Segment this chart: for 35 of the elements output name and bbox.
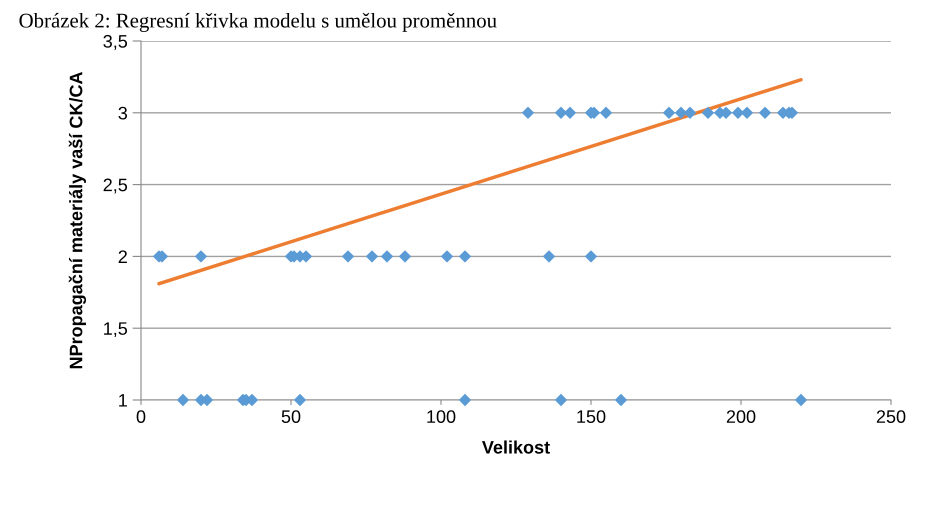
point — [584, 250, 598, 263]
point — [702, 106, 714, 120]
point — [614, 394, 628, 406]
x-tick-label: 100 — [427, 410, 456, 423]
point — [458, 394, 472, 406]
x-axis-title: Velikost — [482, 440, 550, 454]
y-axis-title: NPropagační materiály vaší CK/CA — [68, 72, 86, 368]
point — [176, 394, 190, 406]
point — [342, 250, 354, 263]
point — [600, 106, 612, 120]
point — [522, 106, 534, 120]
point — [398, 250, 412, 263]
x-tick-label: 250 — [876, 410, 906, 423]
point — [366, 250, 378, 263]
point — [554, 394, 568, 406]
point — [542, 250, 556, 263]
point — [194, 250, 208, 263]
point — [440, 250, 454, 263]
point — [458, 250, 472, 263]
y-tick-label: 1,5 — [104, 322, 128, 338]
y-tick-label: 3,5 — [103, 34, 128, 50]
chart-title: Obrázek 2: Regresní křivka modelu s umělou proměnnou — [19, 12, 497, 32]
x-tick-label: 200 — [726, 410, 756, 423]
y-tick-label: 2,5 — [104, 178, 128, 194]
point — [380, 250, 394, 263]
point — [794, 394, 808, 406]
x-tick-label: 50 — [282, 410, 300, 423]
point — [662, 106, 676, 120]
x-tick-label: 0 — [136, 410, 146, 423]
y-tick-label: 2 — [118, 250, 127, 263]
point — [294, 394, 306, 406]
y-tick-label: 3 — [118, 106, 128, 120]
point — [758, 106, 772, 120]
x-tick-label: 150 — [577, 410, 606, 423]
y-tick-label: 1 — [119, 394, 127, 407]
